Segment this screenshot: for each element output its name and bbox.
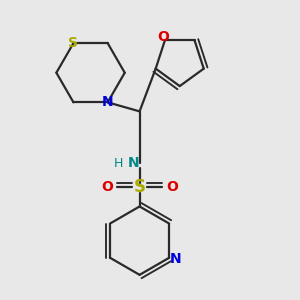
Text: S: S bbox=[68, 36, 79, 50]
Text: O: O bbox=[102, 180, 113, 194]
Text: H: H bbox=[114, 157, 124, 170]
Text: O: O bbox=[158, 30, 169, 44]
Text: N: N bbox=[102, 95, 113, 109]
Text: S: S bbox=[134, 178, 146, 196]
Text: N: N bbox=[170, 252, 182, 266]
Text: N: N bbox=[128, 156, 140, 170]
Text: O: O bbox=[166, 180, 178, 194]
